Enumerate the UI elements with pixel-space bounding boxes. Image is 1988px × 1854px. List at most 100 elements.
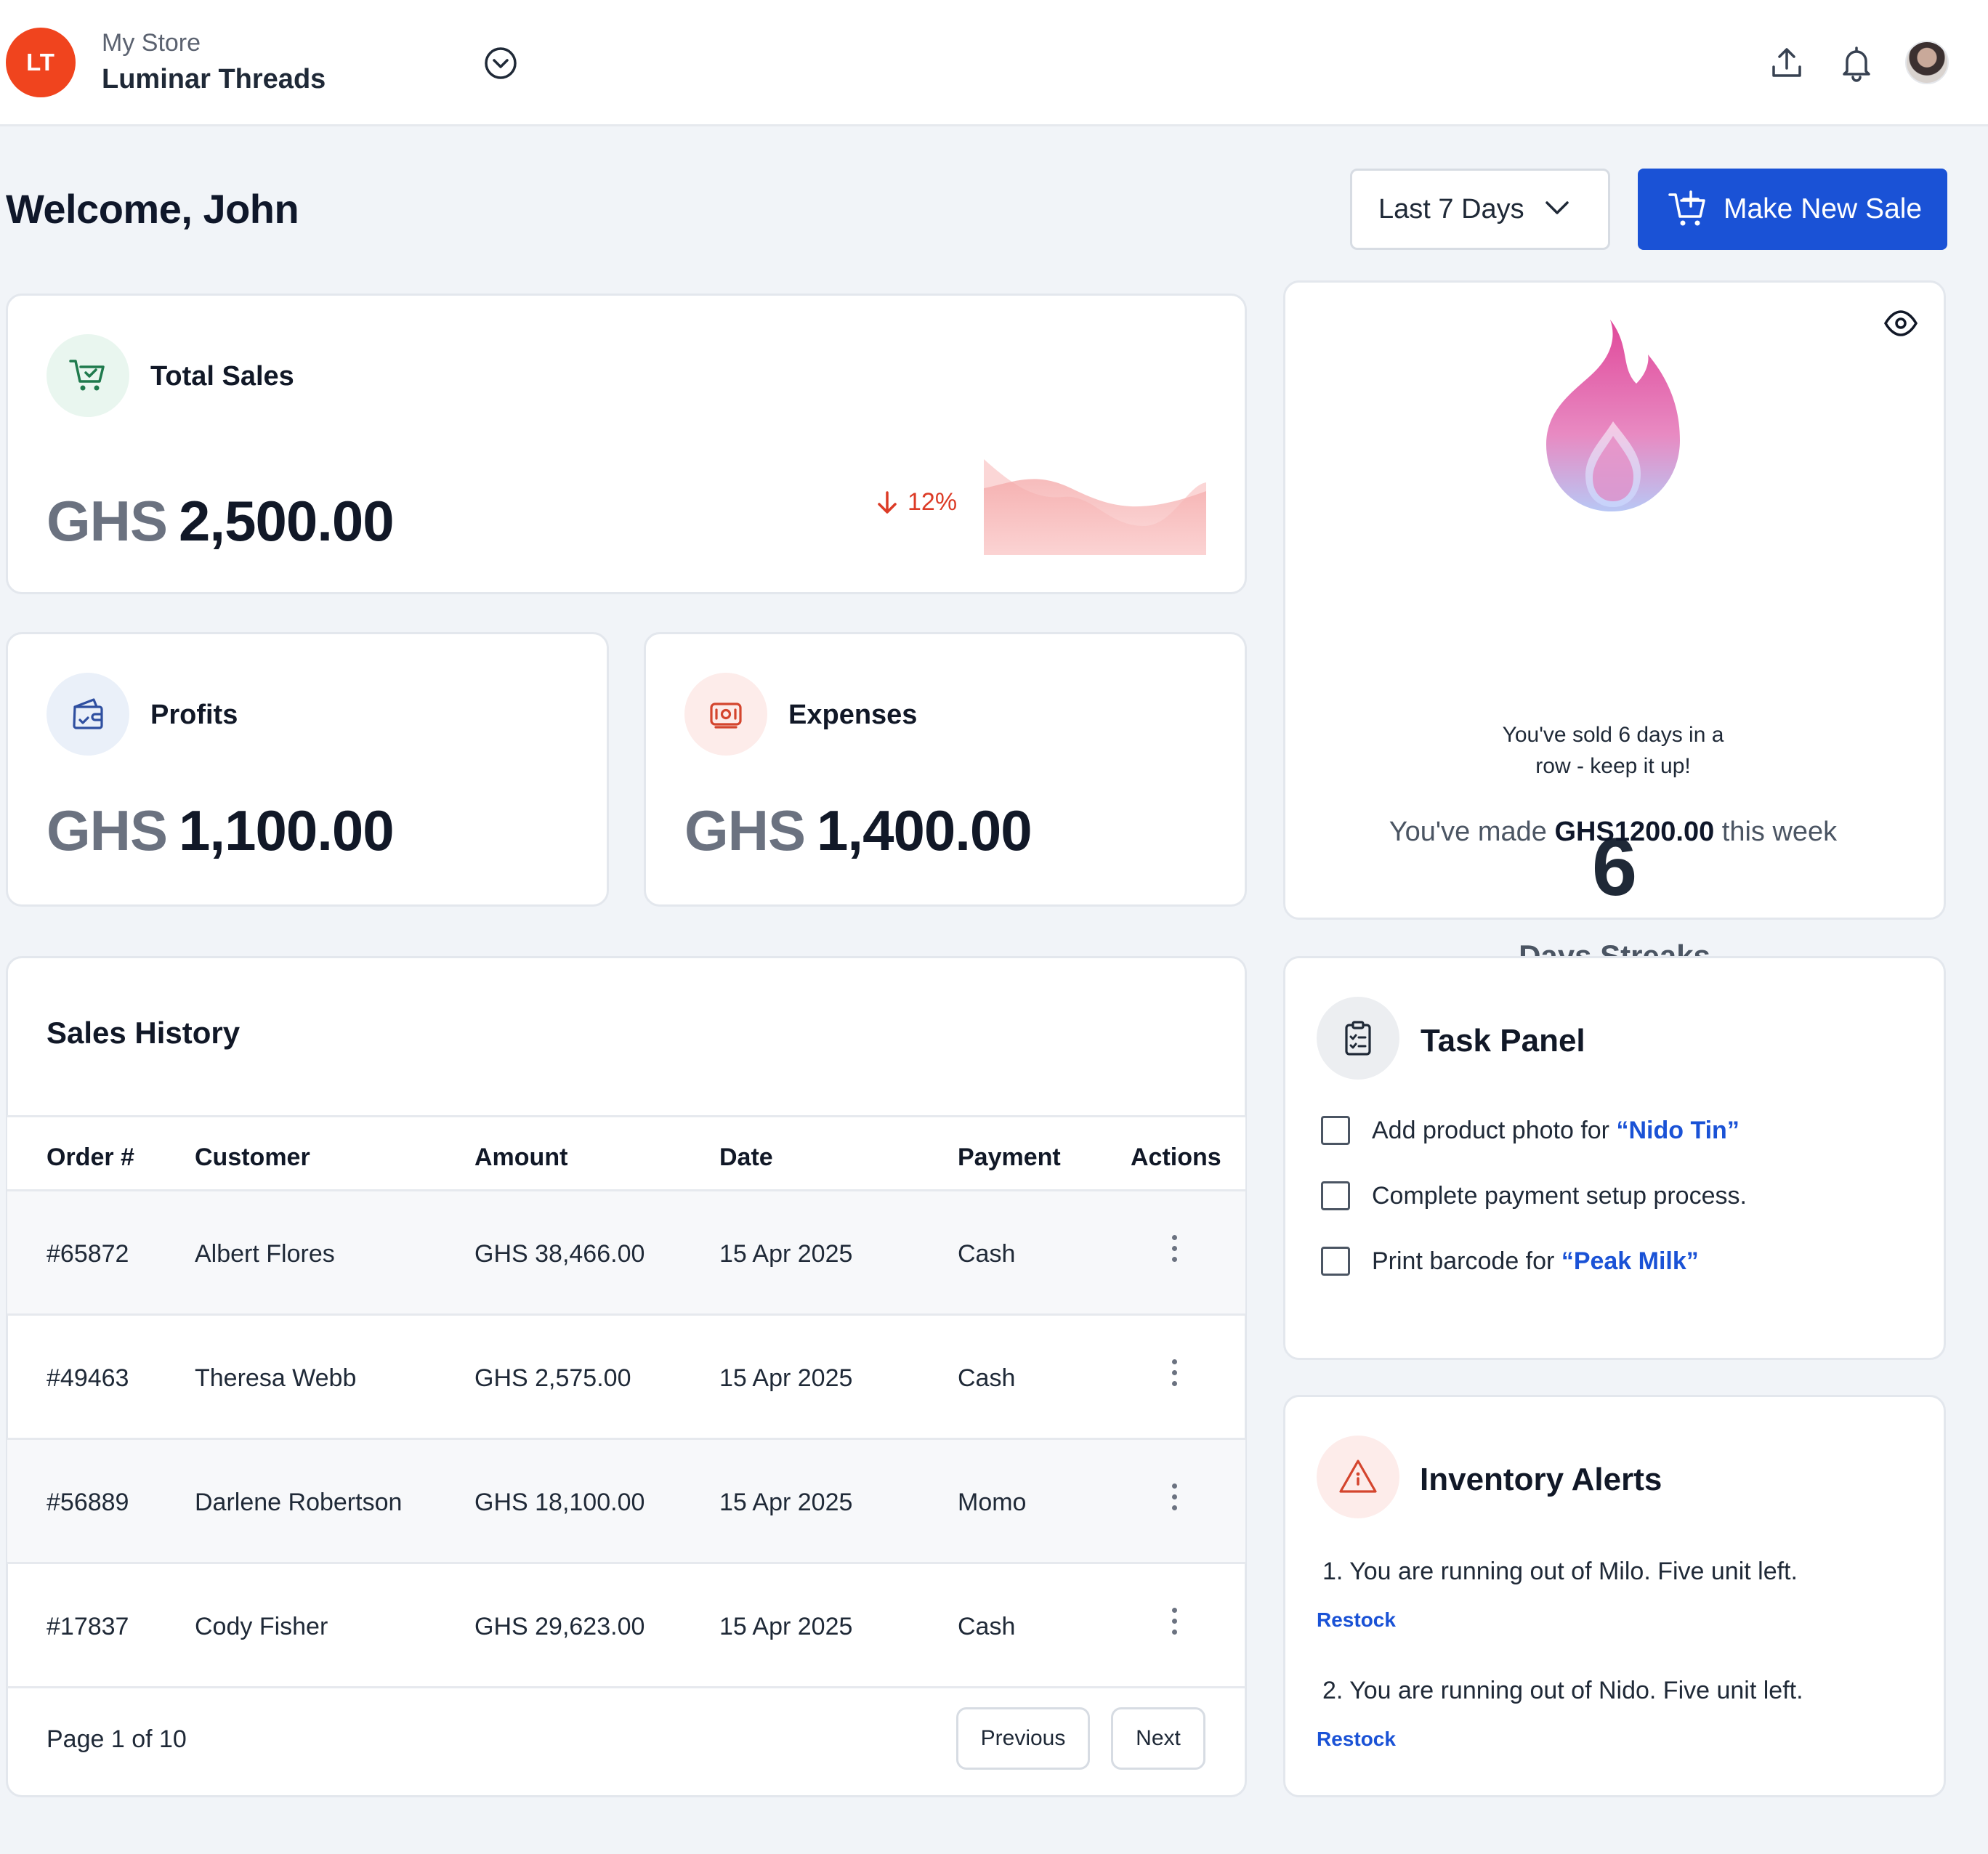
task-panel-title: Task Panel	[1421, 1023, 1585, 1058]
table-row[interactable]: #17837 Cody Fisher GHS 29,623.00 15 Apr …	[7, 1564, 1245, 1688]
store-label: My Store	[102, 29, 201, 57]
streak-week-amount: GHS1200.00	[1554, 817, 1715, 847]
cell-order: #49463	[47, 1364, 129, 1392]
total-sales-currency: GHS	[47, 489, 168, 553]
cell-amount: GHS 18,100.00	[474, 1489, 645, 1516]
cell-amount: GHS 2,575.00	[474, 1364, 631, 1392]
previous-page-button[interactable]: Previous	[956, 1707, 1090, 1770]
chevron-down-icon	[1545, 201, 1569, 214]
cell-payment: Momo	[958, 1489, 1027, 1516]
column-header-date[interactable]: Date	[719, 1143, 773, 1171]
streak-count: 6	[1591, 822, 1638, 912]
streak-week-prefix: You've made	[1389, 817, 1547, 847]
expenses-value: 1,400.00	[817, 798, 1033, 862]
store-name[interactable]: Luminar Threads	[102, 64, 326, 94]
restock-link[interactable]: Restock	[1317, 1728, 1396, 1750]
cell-order: #56889	[47, 1489, 129, 1516]
table-header: Order # Customer Amount Date Payment Act…	[7, 1115, 1245, 1191]
task-item[interactable]: Print barcode for “Peak Milk”	[1321, 1247, 1699, 1276]
cart-plus-icon	[1668, 190, 1705, 226]
cell-order: #17837	[47, 1613, 129, 1640]
cell-payment: Cash	[958, 1613, 1016, 1640]
column-header-actions: Actions	[1131, 1143, 1221, 1171]
date-range-select[interactable]: Last 7 Days	[1350, 169, 1610, 250]
cell-date: 15 Apr 2025	[719, 1489, 853, 1516]
profits-amount: GHS 1,100.00	[47, 798, 395, 864]
cell-amount: GHS 29,623.00	[474, 1613, 645, 1640]
expenses-title: Expenses	[788, 700, 918, 730]
fire-icon	[1546, 320, 1680, 511]
bell-icon[interactable]	[1837, 44, 1876, 83]
cell-customer: Darlene Robertson	[195, 1489, 403, 1516]
profits-value: 1,100.00	[179, 798, 395, 862]
cell-customer: Cody Fisher	[195, 1613, 328, 1640]
cell-order: #65872	[47, 1240, 129, 1268]
task-item[interactable]: Complete payment setup process.	[1321, 1181, 1747, 1210]
task-checkbox[interactable]	[1321, 1116, 1350, 1145]
eye-icon[interactable]	[1883, 308, 1918, 339]
kebab-icon[interactable]	[1165, 1483, 1183, 1520]
total-sales-amount: GHS 2,500.00	[47, 488, 395, 554]
column-header-amount[interactable]: Amount	[474, 1143, 568, 1171]
task-text: Add product photo for	[1372, 1116, 1610, 1144]
kebab-icon[interactable]	[1165, 1608, 1183, 1644]
cell-payment: Cash	[958, 1240, 1016, 1268]
profits-currency: GHS	[47, 798, 168, 862]
table-row[interactable]: #65872 Albert Flores GHS 38,466.00 15 Ap…	[7, 1191, 1245, 1316]
task-highlight: “Peak Milk”	[1561, 1247, 1699, 1275]
upload-icon[interactable]	[1767, 44, 1806, 83]
task-item[interactable]: Add product photo for “Nido Tin”	[1321, 1116, 1740, 1145]
page-title: Welcome, John	[6, 186, 299, 232]
alert-triangle-icon	[1317, 1436, 1399, 1518]
store-avatar[interactable]: LT	[6, 28, 76, 97]
sales-sparkline	[984, 459, 1206, 555]
make-new-sale-button[interactable]: Make New Sale	[1638, 169, 1947, 250]
streak-week-suffix: this week	[1721, 817, 1838, 847]
table-row[interactable]: #49463 Theresa Webb GHS 2,575.00 15 Apr …	[7, 1316, 1245, 1440]
date-range-value: Last 7 Days	[1378, 193, 1524, 224]
column-header-payment[interactable]: Payment	[958, 1143, 1061, 1171]
top-bar: LT My Store Luminar Threads	[0, 0, 1988, 126]
cart-check-icon	[47, 334, 129, 417]
streak-week-summary: You've made GHS1200.00 this week	[1286, 817, 1940, 848]
inventory-alert-text: 2. You are running out of Nido. Five uni…	[1322, 1677, 1803, 1704]
arrow-down-icon	[878, 490, 897, 514]
column-header-order[interactable]: Order #	[47, 1143, 134, 1171]
task-checkbox[interactable]	[1321, 1247, 1350, 1276]
kebab-icon[interactable]	[1165, 1359, 1183, 1396]
cell-customer: Theresa Webb	[195, 1364, 357, 1392]
cell-payment: Cash	[958, 1364, 1016, 1392]
clipboard-icon	[1317, 997, 1399, 1080]
task-highlight: “Nido Tin”	[1616, 1116, 1740, 1144]
chevron-circle-down-icon[interactable]	[482, 45, 519, 81]
cell-date: 15 Apr 2025	[719, 1240, 853, 1268]
total-sales-value: 2,500.00	[179, 489, 395, 553]
task-checkbox[interactable]	[1321, 1181, 1350, 1210]
make-new-sale-label: Make New Sale	[1724, 193, 1923, 224]
wallet-icon	[47, 673, 129, 756]
task-text: Complete payment setup process.	[1372, 1181, 1747, 1210]
cell-customer: Albert Flores	[195, 1240, 335, 1268]
task-text: Print barcode for	[1372, 1247, 1555, 1275]
profits-title: Profits	[150, 700, 238, 730]
expenses-amount: GHS 1,400.00	[684, 798, 1033, 864]
sales-history-title: Sales History	[47, 1016, 241, 1050]
next-page-button[interactable]: Next	[1111, 1707, 1205, 1770]
cell-date: 15 Apr 2025	[719, 1364, 853, 1392]
user-avatar[interactable]	[1905, 41, 1949, 84]
cell-amount: GHS 38,466.00	[474, 1240, 645, 1268]
sales-history-card	[6, 956, 1247, 1797]
expenses-currency: GHS	[684, 798, 806, 862]
cell-date: 15 Apr 2025	[719, 1613, 853, 1640]
cash-icon	[684, 673, 767, 756]
inventory-alert-text: 1. You are running out of Milo. Five uni…	[1322, 1558, 1798, 1585]
total-sales-trend-value: 12%	[908, 488, 958, 516]
pagination-info: Page 1 of 10	[47, 1725, 187, 1753]
restock-link[interactable]: Restock	[1317, 1608, 1396, 1631]
column-header-customer[interactable]: Customer	[195, 1143, 310, 1171]
streak-description: You've sold 6 days in a row - keep it up…	[1502, 723, 1724, 778]
kebab-icon[interactable]	[1165, 1235, 1183, 1271]
total-sales-title: Total Sales	[150, 361, 294, 392]
inventory-alerts-title: Inventory Alerts	[1420, 1462, 1662, 1497]
table-row[interactable]: #56889 Darlene Robertson GHS 18,100.00 1…	[7, 1440, 1245, 1564]
